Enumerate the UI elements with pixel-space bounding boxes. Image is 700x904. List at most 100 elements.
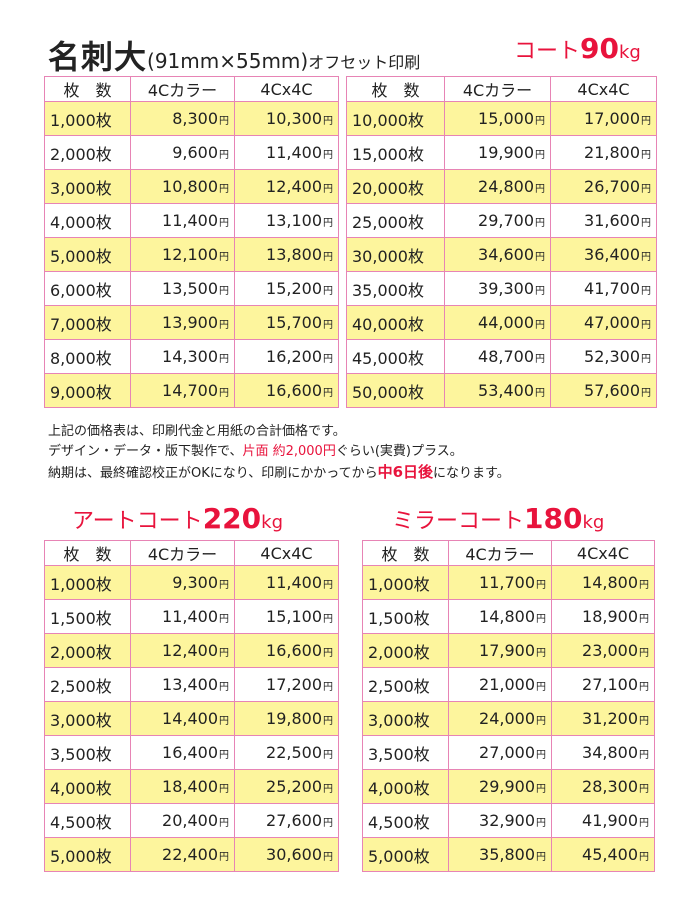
price-single-sided-cell: 34,600円: [444, 237, 551, 272]
price-single-sided-cell: 12,400円: [130, 633, 235, 668]
price-double-sided-cell: 47,000円: [550, 305, 657, 340]
price-double-sided-cell: 25,200円: [234, 769, 339, 804]
price-single-sided-cell: 13,900円: [130, 305, 235, 340]
yen-unit: 円: [323, 252, 333, 263]
table-row: 4,000枚 29,900円 28,300円: [362, 769, 655, 804]
price-value: 44,000: [478, 313, 534, 332]
price-double-sided-cell: 21,800円: [550, 135, 657, 170]
quantity-cell: 4,000枚: [362, 769, 449, 804]
yen-unit: 円: [639, 818, 649, 829]
quantity-cell: 1,000枚: [44, 565, 131, 600]
price-value: 11,400: [162, 211, 218, 230]
quantity-cell: 3,500枚: [44, 735, 131, 770]
price-value: 22,500: [266, 743, 322, 762]
yen-unit: 円: [219, 682, 229, 693]
column-header: 4Cx4C: [234, 76, 339, 102]
yen-unit: 円: [639, 614, 649, 625]
yen-unit: 円: [323, 184, 333, 195]
column-header: 4Cカラー: [130, 76, 235, 102]
price-double-sided-cell: 18,900円: [551, 599, 655, 634]
price-value: 11,400: [266, 573, 322, 592]
quantity-cell: 2,500枚: [44, 667, 131, 702]
price-double-sided-cell: 36,400円: [550, 237, 657, 272]
yen-unit: 円: [536, 682, 546, 693]
price-value: 45,400: [582, 845, 638, 864]
title-sub: オフセット印刷: [308, 53, 421, 72]
yen-unit: 円: [641, 150, 651, 161]
price-notes: 上記の価格表は、印刷代金と用紙の合計価格です。 デザイン・データ・版下製作で、片…: [48, 422, 510, 484]
price-value: 20,400: [162, 811, 218, 830]
yen-unit: 円: [323, 388, 333, 399]
yen-unit: 円: [323, 286, 333, 297]
yen-unit: 円: [536, 614, 546, 625]
price-value: 34,800: [582, 743, 638, 762]
yen-unit: 円: [535, 388, 545, 399]
quantity-cell: 1,500枚: [44, 599, 131, 634]
table-row: 3,500枚 27,000円 34,800円: [362, 735, 655, 770]
price-double-sided-cell: 23,000円: [551, 633, 655, 668]
price-double-sided-cell: 12,400円: [234, 169, 339, 204]
table-header-row: 枚 数 4Cカラー 4Cx4C: [44, 540, 339, 566]
yen-unit: 円: [219, 852, 229, 863]
yen-unit: 円: [641, 116, 651, 127]
price-double-sided-cell: 11,400円: [234, 565, 339, 600]
price-single-sided-cell: 48,700円: [444, 339, 551, 374]
quantity-cell: 45,000枚: [346, 339, 445, 374]
price-value: 29,700: [478, 211, 534, 230]
yen-unit: 円: [219, 286, 229, 297]
price-single-sided-cell: 11,400円: [130, 599, 235, 634]
price-value: 19,800: [266, 709, 322, 728]
table-row: 5,000枚 35,800円 45,400円: [362, 837, 655, 872]
yen-unit: 円: [535, 184, 545, 195]
price-single-sided-cell: 11,700円: [448, 565, 552, 600]
column-header: 4Cx4C: [550, 76, 657, 102]
table-row: 20,000枚 24,800円 26,700円: [346, 169, 657, 204]
price-value: 14,700: [162, 381, 218, 400]
price-double-sided-cell: 34,800円: [551, 735, 655, 770]
quantity-cell: 4,000枚: [44, 203, 131, 238]
yen-unit: 円: [323, 818, 333, 829]
table-row: 40,000枚 44,000円 47,000円: [346, 305, 657, 340]
price-single-sided-cell: 24,000円: [448, 701, 552, 736]
yen-unit: 円: [535, 150, 545, 161]
price-single-sided-cell: 14,800円: [448, 599, 552, 634]
yen-unit: 円: [536, 784, 546, 795]
price-single-sided-cell: 10,800円: [130, 169, 235, 204]
table-row: 15,000枚 19,900円 21,800円: [346, 135, 657, 170]
price-value: 39,300: [478, 279, 534, 298]
price-single-sided-cell: 14,400円: [130, 701, 235, 736]
title-spec: (91mm×55mm): [147, 49, 309, 73]
price-value: 41,700: [584, 279, 640, 298]
table-row: 2,000枚 17,900円 23,000円: [362, 633, 655, 668]
quantity-cell: 4,000枚: [44, 769, 131, 804]
price-value: 13,800: [266, 245, 322, 264]
price-double-sided-cell: 15,700円: [234, 305, 339, 340]
price-double-sided-cell: 27,100円: [551, 667, 655, 702]
yen-unit: 円: [536, 818, 546, 829]
coat-paper-heading: コート90kg: [514, 32, 641, 65]
yen-unit: 円: [535, 354, 545, 365]
table-row: 5,000枚 12,100円 13,800円: [44, 237, 339, 272]
table-row: 1,500枚 14,800円 18,900円: [362, 599, 655, 634]
yen-unit: 円: [639, 580, 649, 591]
price-value: 19,900: [478, 143, 534, 162]
quantity-cell: 6,000枚: [44, 271, 131, 306]
coat-price-table-right: 枚 数 4Cカラー 4Cx4C 10,000枚 15,000円 17,000円 15,000…: [346, 76, 657, 408]
table-row: 45,000枚 48,700円 52,300円: [346, 339, 657, 374]
price-double-sided-cell: 52,300円: [550, 339, 657, 374]
price-value: 13,100: [266, 211, 322, 230]
quantity-cell: 7,000枚: [44, 305, 131, 340]
column-header: 枚 数: [362, 540, 449, 566]
price-value: 26,700: [584, 177, 640, 196]
price-double-sided-cell: 13,800円: [234, 237, 339, 272]
price-single-sided-cell: 32,900円: [448, 803, 552, 838]
coat-price-table-left: 枚 数 4Cカラー 4Cx4C 1,000枚 8,300円 10,300円 2,000枚 9,…: [44, 76, 339, 408]
price-value: 11,700: [479, 573, 535, 592]
note-line-2: デザイン・データ・版下製作で、片面 約2,000円ぐらい(実費)プラス。: [48, 444, 463, 459]
quantity-cell: 50,000枚: [346, 373, 445, 408]
price-value: 18,400: [162, 777, 218, 796]
column-header: 4Cx4C: [551, 540, 655, 566]
price-single-sided-cell: 53,400円: [444, 373, 551, 408]
price-value: 10,300: [266, 109, 322, 128]
yen-unit: 円: [219, 184, 229, 195]
